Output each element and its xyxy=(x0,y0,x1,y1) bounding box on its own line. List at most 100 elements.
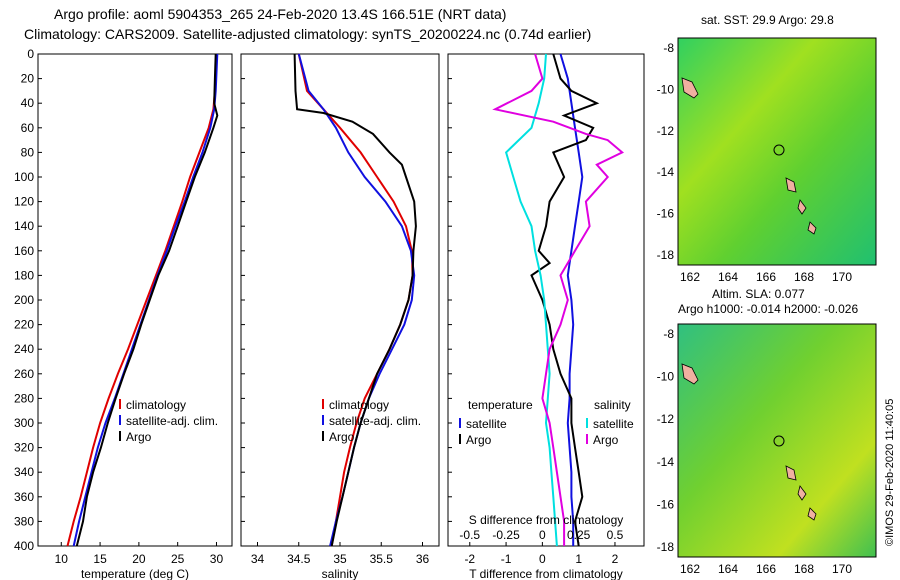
title-line-1: Argo profile: aoml 5904353_265 24-Feb-20… xyxy=(54,6,507,22)
lat-tick-label: -8 xyxy=(663,327,674,341)
lat-tick-label: -10 xyxy=(657,370,675,384)
x-axis-label: T difference from climatology xyxy=(469,567,623,580)
lat-tick-label: -14 xyxy=(657,455,675,469)
y-tick-label: 160 xyxy=(14,244,34,258)
x-axis-label: temperature (deg C) xyxy=(81,567,189,580)
credit-text: ©IMOS 29-Feb-2020 11:40:05 xyxy=(884,398,896,546)
lat-tick-label: -16 xyxy=(657,497,675,511)
top-tick-label: -0.25 xyxy=(492,528,520,542)
lat-tick-label: -8 xyxy=(663,41,674,55)
island-shape xyxy=(785,177,797,193)
legend-label: Argo xyxy=(126,430,152,444)
y-tick-label: 280 xyxy=(14,391,34,405)
x-tick-label: 30 xyxy=(210,552,224,566)
y-tick-label: 0 xyxy=(27,47,34,61)
x-tick-label: 34 xyxy=(251,552,265,566)
x-tick-label: 36 xyxy=(416,552,430,566)
lat-tick-label: -14 xyxy=(657,165,675,179)
legend-label: satellite-adj. clim. xyxy=(126,414,218,428)
lat-tick-label: -12 xyxy=(657,124,675,138)
x-tick-label: -1 xyxy=(501,552,512,566)
sst-map xyxy=(677,37,877,266)
island-shape xyxy=(797,199,807,215)
top-tick-label: 0.5 xyxy=(607,528,624,542)
x-tick-label: 35 xyxy=(333,552,347,566)
x-tick-label: 15 xyxy=(93,552,107,566)
lon-tick-label: 162 xyxy=(680,270,700,284)
series-line xyxy=(66,53,218,547)
title-line-2: Climatology: CARS2009. Satellite-adjuste… xyxy=(24,26,592,42)
sst-map-title: sat. SST: 29.9 Argo: 29.8 xyxy=(701,13,834,27)
legend-title-temperature: temperature xyxy=(468,398,533,412)
series-line xyxy=(504,53,558,547)
y-tick-label: 260 xyxy=(14,367,34,381)
lon-tick-label: 166 xyxy=(756,562,776,576)
sla-map xyxy=(677,323,877,558)
plot-frame xyxy=(37,53,233,547)
lon-tick-label: 164 xyxy=(718,562,738,576)
island-shape xyxy=(681,363,699,385)
panel-temperature: 0 20 40 60 80 100 120 140 160 180 200 220 240 260 280 3… xyxy=(14,47,233,580)
legend-label: climatology xyxy=(126,398,186,412)
island-shape xyxy=(785,465,797,481)
x-tick-label: 35.5 xyxy=(370,552,394,566)
legend-label: Argo xyxy=(593,433,619,447)
island-shape xyxy=(807,507,817,521)
top-tick-label: -0.5 xyxy=(459,528,480,542)
x-tick-label: 25 xyxy=(171,552,185,566)
y-tick-label: 220 xyxy=(14,318,34,332)
y-tick-label: 400 xyxy=(14,539,34,553)
island-shape xyxy=(807,221,817,235)
lat-tick-label: -18 xyxy=(657,540,675,554)
y-tick-label: 340 xyxy=(14,465,34,479)
legend-label: satellite xyxy=(466,417,507,431)
x-tick-label: 10 xyxy=(55,552,69,566)
series-line xyxy=(530,53,600,547)
plot-frame xyxy=(447,53,645,547)
panel-differences: -2 -1 0 1 2T difference from climatology temp… xyxy=(447,53,645,580)
y-tick-label: 140 xyxy=(14,219,34,233)
series-line xyxy=(559,53,584,546)
y-tick-label: 320 xyxy=(14,441,34,455)
lon-tick-label: 168 xyxy=(794,562,814,576)
lat-tick-label: -12 xyxy=(657,412,675,426)
sla-map-title: Altim. SLA: 0.077 xyxy=(712,287,805,301)
legend-label: climatology xyxy=(329,398,389,412)
y-tick-label: 40 xyxy=(21,96,35,110)
legend-label: Argo xyxy=(466,433,492,447)
lon-tick-label: 162 xyxy=(680,562,700,576)
y-tick-label: 180 xyxy=(14,268,34,282)
x-axis-label: salinity xyxy=(322,567,359,580)
x-tick-label: 20 xyxy=(132,552,146,566)
argo-location-marker xyxy=(773,435,785,447)
legend-title-salinity: salinity xyxy=(594,398,631,412)
sla-map-subtitle: Argo h1000: -0.014 h2000: -0.026 xyxy=(678,302,859,316)
x-tick-label: 34.5 xyxy=(287,552,311,566)
x-tick-label: -2 xyxy=(464,552,475,566)
lon-tick-label: 170 xyxy=(832,270,852,284)
y-tick-label: 200 xyxy=(14,293,34,307)
island-shape xyxy=(797,485,807,501)
lat-tick-label: -18 xyxy=(657,248,675,262)
argo-location-marker xyxy=(773,144,785,156)
x-tick-label: 0 xyxy=(539,552,546,566)
x-tick-label: 2 xyxy=(612,552,619,566)
lon-tick-label: 166 xyxy=(756,270,776,284)
y-tick-label: 20 xyxy=(21,72,35,86)
series-line xyxy=(75,53,219,547)
lon-tick-label: 170 xyxy=(832,562,852,576)
series-line xyxy=(492,53,625,546)
x-tick-label: 1 xyxy=(575,552,582,566)
lon-tick-label: 164 xyxy=(718,270,738,284)
island-shape xyxy=(681,77,699,99)
lon-tick-label: 168 xyxy=(794,270,814,284)
lat-tick-label: -10 xyxy=(657,82,675,96)
y-tick-label: 300 xyxy=(14,416,34,430)
y-tick-label: 380 xyxy=(14,514,34,528)
series-line xyxy=(293,53,417,547)
top-tick-label: 0.25 xyxy=(567,528,591,542)
y-tick-label: 60 xyxy=(21,121,35,135)
top-axis-label: S difference from climatology xyxy=(469,513,624,527)
y-tick-label: 100 xyxy=(14,170,34,184)
